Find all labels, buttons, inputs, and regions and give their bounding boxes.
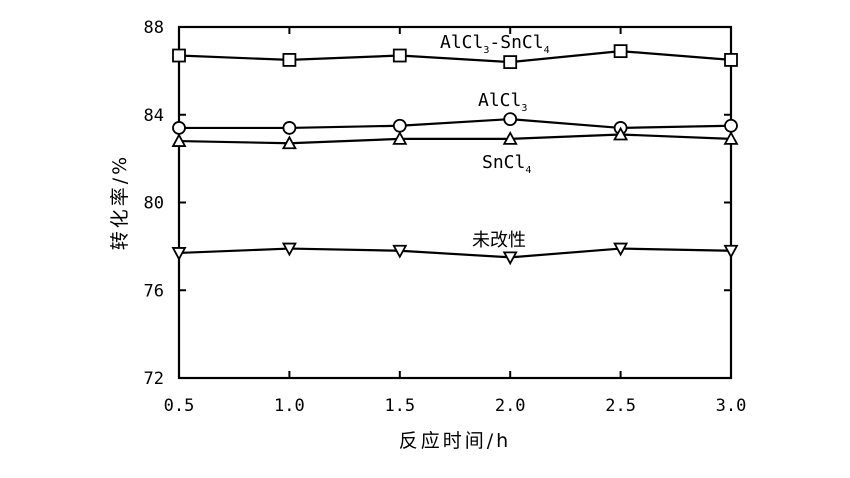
series-3 [171, 242, 739, 266]
data-point [613, 242, 629, 257]
y-tick-label: 80 [144, 194, 164, 214]
data-point [503, 55, 518, 69]
data-point [172, 121, 186, 135]
data-point [392, 131, 408, 145]
y-tick-label: 88 [144, 18, 164, 38]
data-point [282, 121, 297, 135]
x-tick-label: 1.0 [274, 396, 305, 416]
x-tick-label: 2.5 [605, 396, 636, 416]
data-point [724, 53, 738, 67]
data-point [281, 242, 297, 257]
data-point [281, 135, 297, 150]
series-line [178, 50, 732, 64]
series-label-sncl4: SnCl4 [482, 152, 531, 176]
x-tick-label: 3.0 [716, 396, 747, 416]
data-point [613, 126, 629, 141]
series-line [179, 118, 732, 130]
series-0 [172, 44, 738, 69]
data-point [392, 244, 408, 259]
x-tick-label: 1.5 [384, 396, 415, 416]
series-2 [171, 126, 739, 150]
data-point [503, 112, 518, 127]
x-tick-label: 0.5 [164, 396, 195, 416]
plot-frame [177, 25, 733, 380]
data-point [723, 244, 739, 259]
series-label-unmodified: 未改性 [472, 230, 526, 251]
y-axis-ticks: 72 76 80 84 88 [144, 18, 731, 389]
x-tick-label: 2.0 [495, 396, 526, 416]
data-point [613, 44, 628, 59]
series-label-alcl3-sncl4: AlCl3-SnCl4 [440, 32, 550, 56]
data-point [724, 118, 738, 133]
y-axis-title: 转化率/% [109, 154, 131, 250]
series-line [178, 133, 732, 145]
data-point [171, 133, 187, 147]
data-point [502, 251, 518, 266]
series-1 [172, 112, 738, 135]
data-point [502, 131, 518, 145]
x-axis-title: 反应时间/h [399, 430, 511, 452]
data-point [392, 118, 407, 133]
y-tick-label: 72 [144, 369, 164, 389]
series-group [171, 44, 739, 266]
series-label-alcl3: AlCl3 [478, 90, 527, 114]
y-tick-label: 76 [144, 281, 164, 301]
data-point [171, 247, 187, 261]
data-point [282, 53, 297, 67]
data-point [392, 48, 407, 63]
series-line [178, 247, 732, 259]
data-point [172, 48, 186, 63]
x-axis-ticks: 0.5 1.0 1.5 2.0 2.5 3.0 [164, 27, 747, 416]
y-tick-label: 84 [144, 106, 164, 126]
data-point [723, 131, 739, 145]
